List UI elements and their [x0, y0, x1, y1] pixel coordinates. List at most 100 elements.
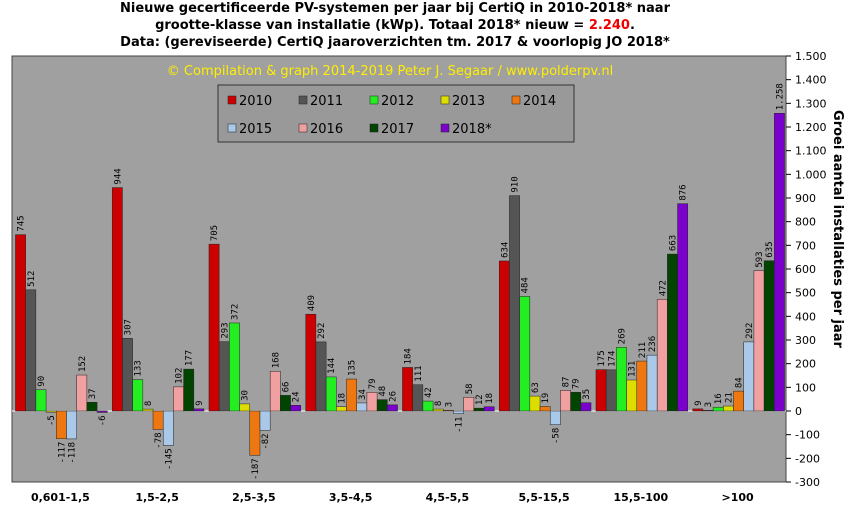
value-label: 79	[368, 378, 378, 389]
bar	[305, 313, 317, 412]
bar	[656, 299, 668, 412]
bar	[519, 296, 531, 412]
value-label: 87	[562, 377, 572, 388]
bar	[239, 403, 251, 412]
bar	[249, 410, 261, 456]
bar	[763, 260, 775, 412]
x-tick-label: 1,5-2,5	[135, 491, 179, 504]
value-label: 663	[668, 235, 678, 251]
value-label: 184	[404, 348, 414, 364]
bar	[549, 410, 561, 425]
value-label: 635	[765, 241, 775, 257]
bar	[498, 260, 510, 412]
bar	[595, 369, 607, 412]
value-label: 30	[241, 390, 251, 401]
legend-swatch	[511, 95, 521, 105]
value-label: 292	[317, 323, 327, 339]
legend-label: 2016	[310, 122, 343, 137]
y-tick-label: 700	[795, 239, 816, 252]
value-label: 292	[745, 323, 755, 339]
bar	[774, 113, 785, 412]
bar	[111, 187, 123, 412]
value-label: -11	[455, 417, 465, 433]
bar	[66, 410, 77, 440]
bar	[35, 389, 47, 412]
chart-title: Data: (gereviseerde) CertiQ jaaroverzich…	[120, 35, 670, 50]
value-label: 512	[27, 271, 37, 287]
bar	[626, 379, 638, 412]
bar	[218, 341, 230, 412]
x-tick-label: 0,601-1,5	[31, 491, 90, 504]
bar	[290, 405, 302, 412]
bar	[315, 341, 327, 412]
value-label: 102	[175, 368, 185, 384]
legend-box	[217, 84, 575, 143]
bar	[122, 338, 133, 412]
value-label: 634	[500, 242, 510, 258]
bar	[325, 376, 337, 412]
value-label: 593	[755, 251, 765, 267]
bar	[529, 395, 541, 412]
value-label: 37	[88, 388, 98, 399]
y-tick-label: 1.200	[795, 121, 827, 134]
y-tick-label: 800	[795, 216, 816, 229]
legend-swatch	[369, 95, 379, 105]
x-tick-label: 15,5-100	[614, 491, 669, 504]
value-label: 24	[292, 391, 302, 402]
value-label: 35	[582, 389, 592, 400]
value-label: 745	[17, 215, 27, 231]
value-label: 472	[658, 280, 668, 296]
bar	[132, 379, 144, 412]
legend-label: 2017	[381, 122, 414, 137]
bar	[96, 410, 108, 413]
bar	[743, 341, 755, 412]
bar	[605, 369, 617, 412]
y-tick-label: 1.400	[795, 74, 827, 87]
legend-swatch	[227, 95, 237, 105]
value-label: 144	[327, 358, 337, 374]
value-label: 8	[434, 401, 444, 406]
title-part: grootte-klasse van installatie (kWp). To…	[155, 18, 589, 33]
bar	[229, 322, 240, 412]
bar	[580, 402, 592, 412]
bar	[45, 410, 57, 413]
bar	[173, 386, 184, 412]
value-label: 131	[628, 361, 638, 377]
bar	[402, 367, 413, 412]
x-tick-label: 3,5-4,5	[329, 491, 373, 504]
value-label: 236	[648, 336, 658, 352]
value-label: 21	[724, 392, 734, 403]
bar	[702, 410, 714, 412]
bar	[346, 378, 357, 412]
value-label: 409	[307, 295, 317, 311]
value-label: -5	[47, 415, 57, 426]
value-label: 9	[694, 400, 704, 405]
value-label: 307	[124, 319, 134, 335]
value-label: 3	[444, 402, 454, 407]
y-tick-label: -200	[795, 452, 820, 465]
bar	[86, 401, 98, 412]
value-label: 293	[220, 322, 230, 338]
bar	[432, 408, 444, 412]
watermark: © Compilation & graph 2014-2019 Peter J.…	[167, 64, 613, 79]
legend-swatch	[440, 95, 450, 105]
bar	[56, 410, 67, 439]
bar	[646, 354, 658, 412]
value-label: 84	[735, 377, 745, 388]
value-label: 3	[704, 402, 714, 407]
legend-swatch	[440, 123, 450, 133]
legend-swatch	[227, 123, 237, 133]
legend-label: 2010	[239, 94, 272, 109]
bar	[677, 203, 689, 412]
value-label: -6	[98, 415, 108, 426]
bar	[560, 390, 571, 412]
bar	[208, 243, 220, 412]
bar	[336, 406, 347, 412]
bar	[356, 402, 368, 412]
bar	[667, 253, 678, 412]
value-label: -82	[261, 433, 271, 449]
value-label: 16	[714, 393, 724, 404]
x-tick-label: >100	[722, 491, 755, 504]
y-tick-label: 600	[795, 263, 816, 276]
value-label: 8	[144, 401, 154, 406]
